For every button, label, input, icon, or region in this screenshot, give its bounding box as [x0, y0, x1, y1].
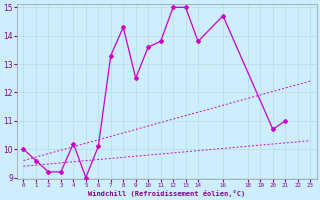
X-axis label: Windchill (Refroidissement éolien,°C): Windchill (Refroidissement éolien,°C): [88, 190, 245, 197]
